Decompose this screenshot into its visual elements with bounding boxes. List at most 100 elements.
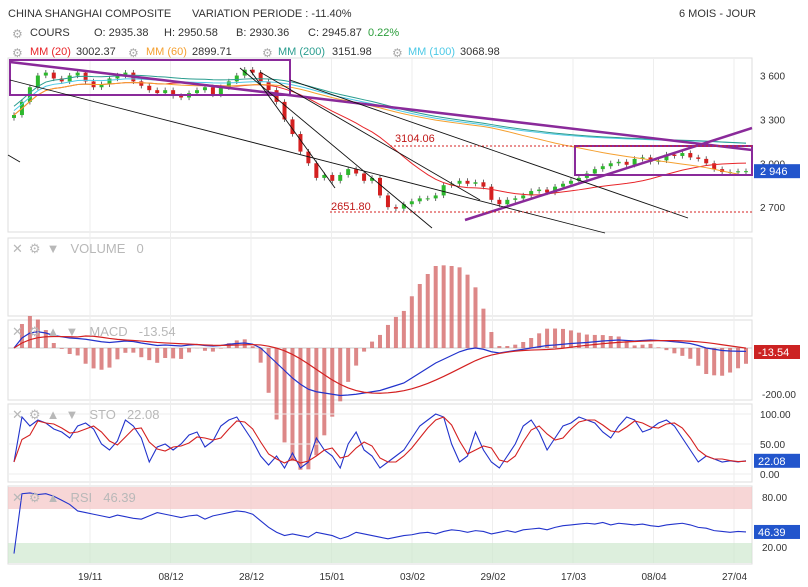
date-tick-label: 17/03 [561, 572, 586, 583]
close-icon[interactable]: ✕ [12, 407, 23, 422]
candle-body [282, 101, 287, 120]
macd-histogram-bar [27, 316, 32, 348]
close-icon[interactable]: ✕ [12, 324, 23, 339]
macd-histogram-bar [728, 348, 733, 373]
macd-histogram-bar [43, 330, 48, 348]
candle-body [290, 119, 295, 135]
macd-histogram-bar [584, 334, 589, 348]
arrow-down-icon[interactable]: ▼ [65, 407, 79, 422]
candle-body [242, 69, 247, 76]
candle-body [696, 157, 701, 159]
gear-icon[interactable]: ⚙ [12, 27, 23, 41]
macd-histogram-bar [433, 266, 438, 348]
macd-value: -13.54 [138, 324, 176, 339]
candle-body [75, 72, 80, 76]
candle-body [401, 204, 406, 209]
arrow-up-icon[interactable]: ▲ [46, 490, 60, 505]
chart-header: CHINA SHANGHAI COMPOSITE VARIATION PERIO… [8, 8, 756, 22]
candle-body [736, 171, 741, 173]
macd-histogram-bar [441, 265, 446, 348]
gear-icon[interactable]: ⚙ [12, 46, 23, 60]
panel-frame [7, 485, 753, 565]
period-selector[interactable]: 6 MOIS - JOUR [678, 8, 756, 20]
candle-body [465, 180, 470, 184]
panel-frame [7, 403, 753, 483]
candle-body [449, 183, 454, 186]
low-value: B: 2930.36 [236, 27, 290, 39]
gear-icon[interactable]: ⚙ [28, 407, 41, 422]
macd-histogram-bar [449, 266, 454, 348]
rsi-axis-label: 80.00 [762, 493, 787, 504]
candle-body [441, 185, 446, 196]
arrow-up-icon[interactable]: ▲ [46, 324, 60, 339]
variation-periode: VARIATION PERIODE : -11.40% [192, 8, 352, 20]
close-icon[interactable]: ✕ [12, 241, 23, 256]
resistance-line [9, 60, 753, 152]
candle-body [409, 201, 414, 205]
candle-body [393, 207, 398, 209]
macd-histogram-bar [720, 348, 725, 376]
macd-histogram-bar [656, 347, 661, 348]
macd-histogram-bar [163, 348, 168, 358]
trend-lines: 3104.06 2651.80 [7, 59, 753, 234]
macd-histogram-bar [107, 348, 112, 368]
macd-histogram-bar [521, 342, 526, 348]
macd-histogram-bar [59, 348, 64, 349]
candle-body [99, 84, 104, 88]
candle-body [210, 87, 215, 95]
candle-body [513, 198, 518, 200]
rsi-line [13, 492, 747, 554]
sto-axis-label: 50.00 [760, 440, 785, 451]
candle-body [306, 151, 311, 164]
volume-value: 0 [136, 241, 144, 256]
macd-histogram-bar [632, 345, 637, 348]
macd-histogram-bar [378, 334, 382, 348]
gear-icon[interactable]: ⚙ [28, 241, 41, 256]
sto-value: 22.08 [126, 407, 160, 422]
date-tick-label: 15/01 [320, 572, 345, 583]
sto-panel-toolbar: ✕ ⚙ ▲ ▼ STO 22.08 [12, 407, 165, 423]
rsi-badge-text: 46.39 [758, 527, 786, 539]
candle-body [274, 90, 279, 102]
macd-histogram-bar [99, 348, 104, 370]
gear-icon[interactable]: ⚙ [128, 46, 139, 60]
candle-body [744, 171, 748, 173]
ma20-value: 3002.37 [76, 46, 116, 58]
macd-histogram-bar [298, 348, 303, 470]
arrow-up-icon[interactable]: ▲ [46, 407, 60, 422]
arrow-down-icon[interactable]: ▼ [65, 324, 79, 339]
candle-body [258, 72, 263, 82]
date-tick-label: 03/02 [400, 572, 425, 583]
candle-body [378, 177, 382, 196]
arrow-down-icon[interactable]: ▼ [46, 241, 60, 256]
candle-body [226, 81, 231, 88]
date-tick-label: 29/02 [481, 572, 506, 583]
macd-histogram-bar [306, 348, 311, 470]
macd-histogram-bar [91, 348, 96, 369]
gear-icon[interactable]: ⚙ [392, 46, 403, 60]
macd-histogram-bar [83, 348, 88, 364]
macd-histogram-bar [250, 346, 255, 348]
macd-histogram-bar [473, 287, 478, 348]
gear-icon[interactable]: ⚙ [262, 46, 273, 60]
ma60-label: MM (60) [146, 46, 187, 58]
candle-body [234, 75, 239, 82]
candle-body [362, 173, 367, 181]
gear-icon[interactable]: ⚙ [28, 324, 41, 339]
macd-histogram-bar [242, 339, 247, 348]
macd-histogram-bar [664, 348, 669, 351]
candle-body [497, 199, 502, 205]
close-icon[interactable]: ✕ [12, 490, 23, 505]
consolidation-box [574, 145, 753, 176]
macd-histogram-bar [19, 324, 24, 348]
macd-label: MACD [89, 324, 128, 339]
candle-body [561, 183, 565, 187]
candle-body [425, 198, 430, 200]
date-tick-label: 28/12 [239, 572, 264, 583]
candle-body [322, 174, 327, 178]
candle-body [195, 90, 199, 94]
candle-body [12, 115, 16, 118]
candle-body [568, 180, 573, 184]
gear-icon[interactable]: ⚙ [28, 490, 41, 505]
